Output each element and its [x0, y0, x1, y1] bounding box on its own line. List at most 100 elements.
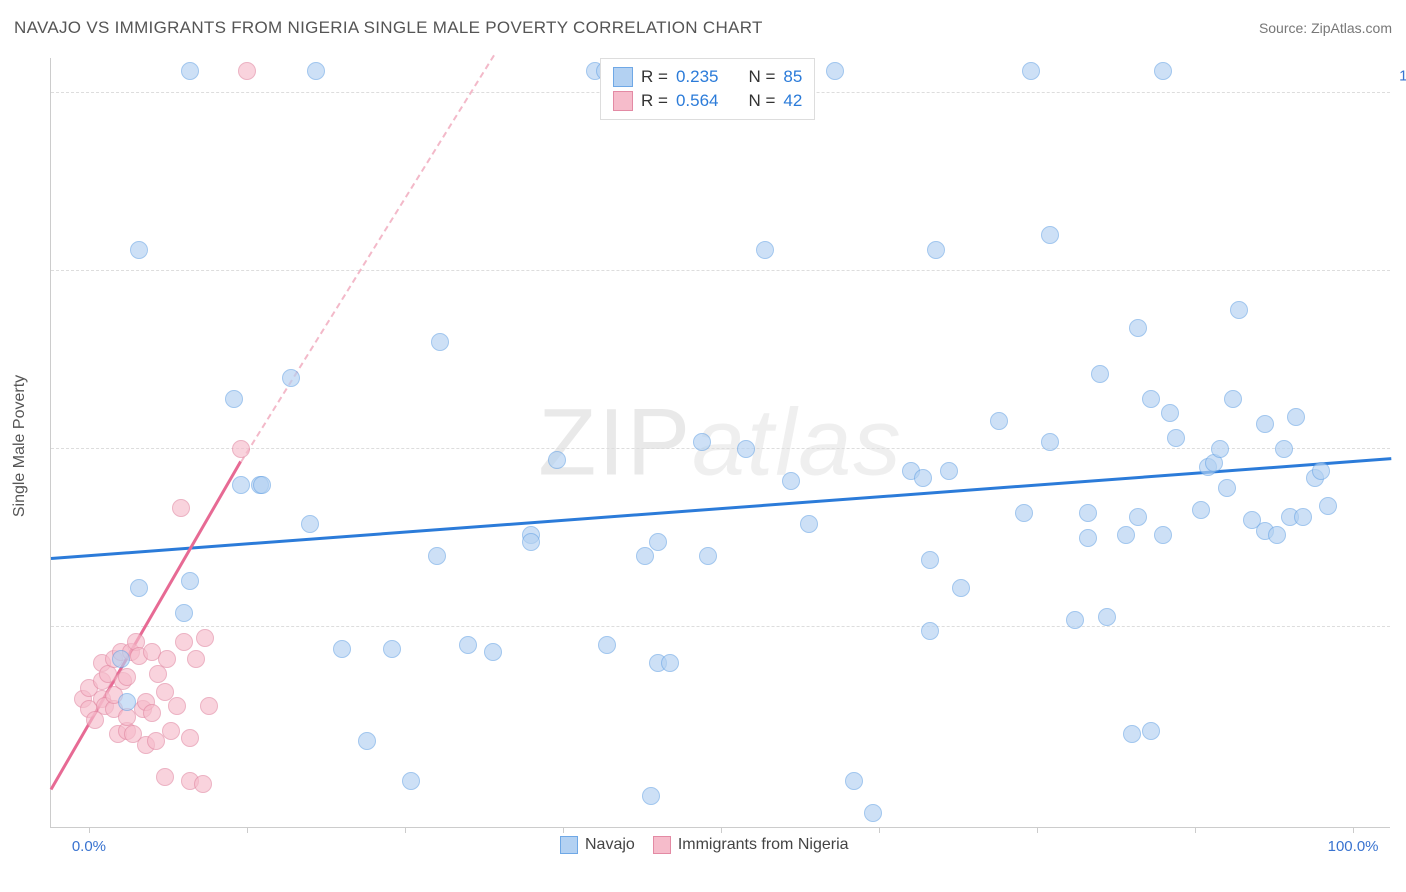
- correlation-legend-row: R =0.564N =42: [613, 89, 802, 113]
- n-label: N =: [748, 91, 775, 111]
- point-nigeria: [156, 768, 174, 786]
- point-navajo: [459, 636, 477, 654]
- point-navajo: [1154, 62, 1172, 80]
- point-navajo: [1079, 504, 1097, 522]
- point-navajo: [307, 62, 325, 80]
- point-navajo: [1161, 404, 1179, 422]
- x-tick: [1037, 827, 1038, 833]
- point-navajo: [548, 451, 566, 469]
- r-value: 0.235: [676, 67, 719, 87]
- grid-line: [51, 626, 1390, 627]
- point-navajo: [864, 804, 882, 822]
- point-navajo: [990, 412, 1008, 430]
- point-nigeria: [175, 633, 193, 651]
- x-tick: [721, 827, 722, 833]
- point-nigeria: [143, 704, 161, 722]
- point-nigeria: [162, 722, 180, 740]
- point-navajo: [282, 369, 300, 387]
- point-navajo: [1091, 365, 1109, 383]
- point-navajo: [253, 476, 271, 494]
- scatter-chart: ZIPatlas 25.0%50.0%75.0%100.0%0.0%100.0%: [50, 58, 1390, 828]
- point-navajo: [1066, 611, 1084, 629]
- point-navajo: [952, 579, 970, 597]
- point-navajo: [1312, 462, 1330, 480]
- point-navajo: [1224, 390, 1242, 408]
- point-navajo: [1123, 725, 1141, 743]
- point-navajo: [661, 654, 679, 672]
- point-nigeria: [158, 650, 176, 668]
- point-navajo: [1294, 508, 1312, 526]
- point-navajo: [1015, 504, 1033, 522]
- series-legend: Navajo Immigrants from Nigeria: [560, 836, 849, 854]
- point-navajo: [484, 643, 502, 661]
- point-nigeria: [172, 499, 190, 517]
- source-name: ZipAtlas.com: [1311, 20, 1392, 36]
- point-navajo: [118, 693, 136, 711]
- point-navajo: [693, 433, 711, 451]
- point-nigeria: [118, 668, 136, 686]
- legend-swatch: [653, 836, 671, 854]
- point-navajo: [1192, 501, 1210, 519]
- chart-source: Source: ZipAtlas.com: [1259, 20, 1392, 36]
- point-navajo: [1268, 526, 1286, 544]
- point-navajo: [737, 440, 755, 458]
- watermark-zip: ZIP: [538, 389, 692, 495]
- point-nigeria: [194, 775, 212, 793]
- point-navajo: [1287, 408, 1305, 426]
- x-tick: [247, 827, 248, 833]
- point-navajo: [383, 640, 401, 658]
- point-navajo: [1167, 429, 1185, 447]
- point-navajo: [642, 787, 660, 805]
- y-tick-label: 100.0%: [1399, 67, 1406, 84]
- point-navajo: [826, 62, 844, 80]
- point-navajo: [1230, 301, 1248, 319]
- point-nigeria: [181, 729, 199, 747]
- point-navajo: [845, 772, 863, 790]
- point-nigeria: [187, 650, 205, 668]
- n-value: 42: [783, 91, 802, 111]
- point-navajo: [921, 622, 939, 640]
- series-legend-item: Navajo: [560, 836, 635, 854]
- x-tick: [89, 827, 90, 833]
- x-tick-label: 0.0%: [72, 838, 106, 855]
- point-navajo: [130, 241, 148, 259]
- grid-line: [51, 270, 1390, 271]
- point-navajo: [1041, 433, 1059, 451]
- x-tick: [1353, 827, 1354, 833]
- point-navajo: [1218, 479, 1236, 497]
- chart-title: NAVAJO VS IMMIGRANTS FROM NIGERIA SINGLE…: [14, 18, 763, 38]
- trend-line: [51, 457, 1391, 560]
- x-tick: [879, 827, 880, 833]
- point-navajo: [402, 772, 420, 790]
- point-navajo: [1041, 226, 1059, 244]
- point-nigeria: [238, 62, 256, 80]
- point-navajo: [1154, 526, 1172, 544]
- point-navajo: [130, 579, 148, 597]
- point-navajo: [225, 390, 243, 408]
- point-navajo: [1211, 440, 1229, 458]
- series-legend-label: Immigrants from Nigeria: [678, 836, 849, 854]
- point-navajo: [232, 476, 250, 494]
- point-navajo: [940, 462, 958, 480]
- point-nigeria: [232, 440, 250, 458]
- point-navajo: [598, 636, 616, 654]
- point-navajo: [1275, 440, 1293, 458]
- trend-line: [240, 55, 495, 462]
- n-value: 85: [783, 67, 802, 87]
- x-tick: [1195, 827, 1196, 833]
- point-navajo: [112, 650, 130, 668]
- r-label: R =: [641, 91, 668, 111]
- x-tick: [405, 827, 406, 833]
- point-navajo: [431, 333, 449, 351]
- x-tick-label: 100.0%: [1328, 838, 1379, 855]
- y-axis-label: Single Male Poverty: [11, 375, 29, 517]
- point-nigeria: [147, 732, 165, 750]
- point-navajo: [921, 551, 939, 569]
- correlation-legend: R =0.235N =85R =0.564N =42: [600, 58, 815, 120]
- point-nigeria: [196, 629, 214, 647]
- point-navajo: [181, 572, 199, 590]
- point-navajo: [1319, 497, 1337, 515]
- point-navajo: [1098, 608, 1116, 626]
- point-navajo: [756, 241, 774, 259]
- point-navajo: [927, 241, 945, 259]
